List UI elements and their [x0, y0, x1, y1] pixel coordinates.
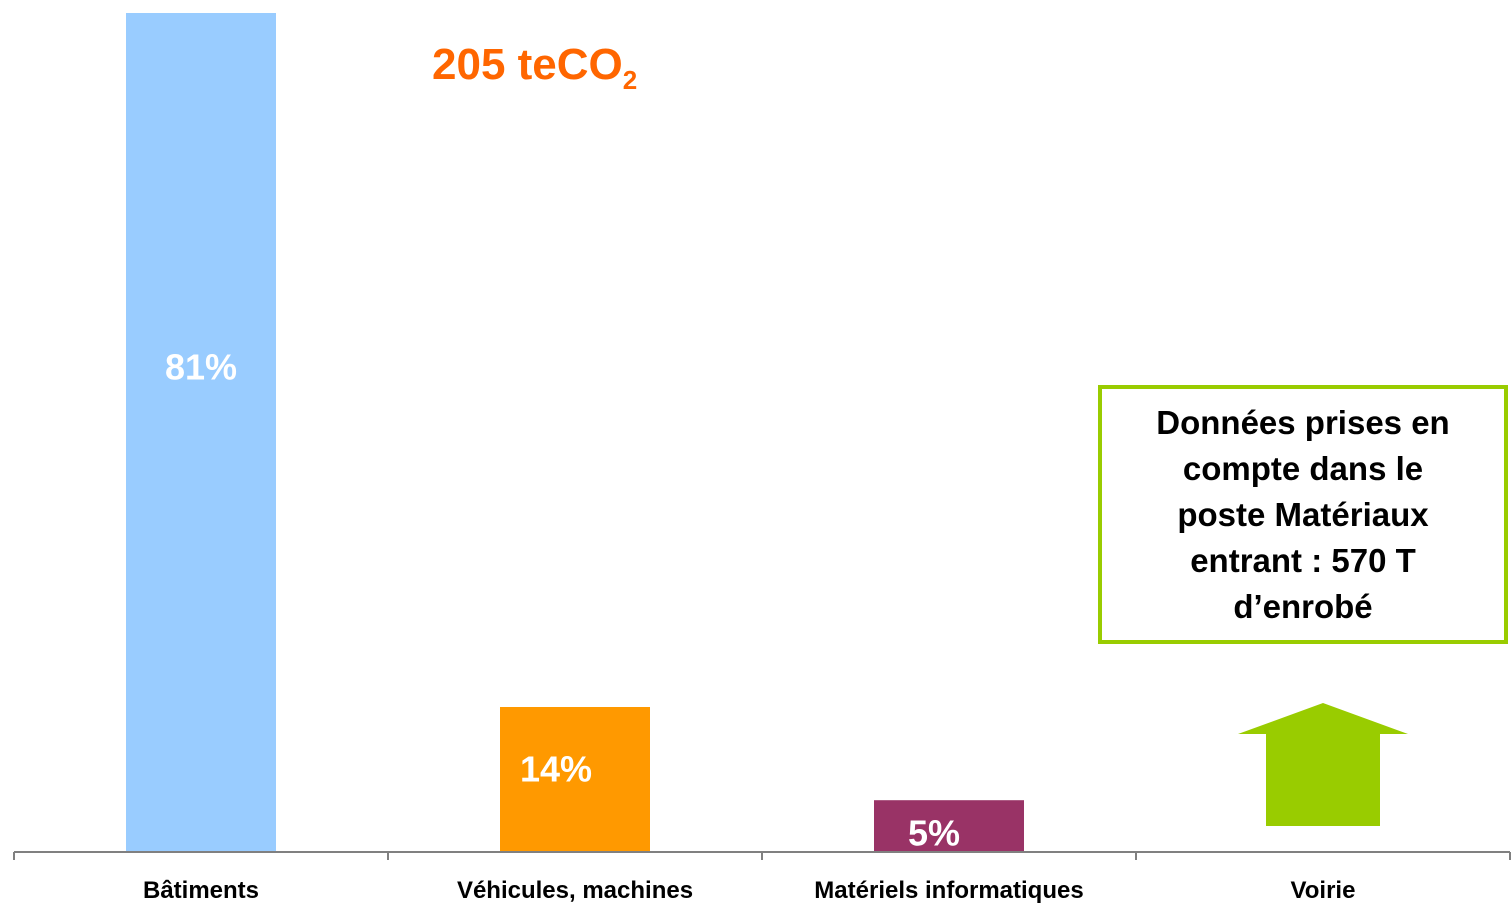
- annotation-line: compte dans le: [1182, 449, 1424, 487]
- annotation-line: d’enrobé: [1233, 587, 1373, 625]
- bar: [500, 707, 650, 852]
- voirie-annotation-text: Données prises en compte dans le poste M…: [1156, 400, 1449, 630]
- category-label: Voirie: [1291, 877, 1356, 904]
- annotation-line: entrant : 570 T: [1190, 541, 1416, 579]
- category-label: Véhicules, machines: [457, 877, 693, 904]
- bar: [126, 13, 276, 852]
- data-label: 14%: [520, 749, 592, 790]
- voirie-annotation-box: Données prises en compte dans le poste M…: [1098, 385, 1508, 644]
- category-label: Bâtiments: [143, 877, 259, 904]
- annotation-line: Données prises en: [1156, 403, 1450, 441]
- data-label: 81%: [165, 347, 237, 388]
- data-label: 5%: [908, 813, 960, 854]
- up-arrow-icon: [1238, 703, 1408, 826]
- annotation-line: poste Matériaux: [1177, 495, 1429, 533]
- chart-total-label: 205 teCO2: [432, 40, 638, 95]
- bar: [874, 800, 1024, 852]
- category-label: Matériels informatiques: [814, 877, 1083, 904]
